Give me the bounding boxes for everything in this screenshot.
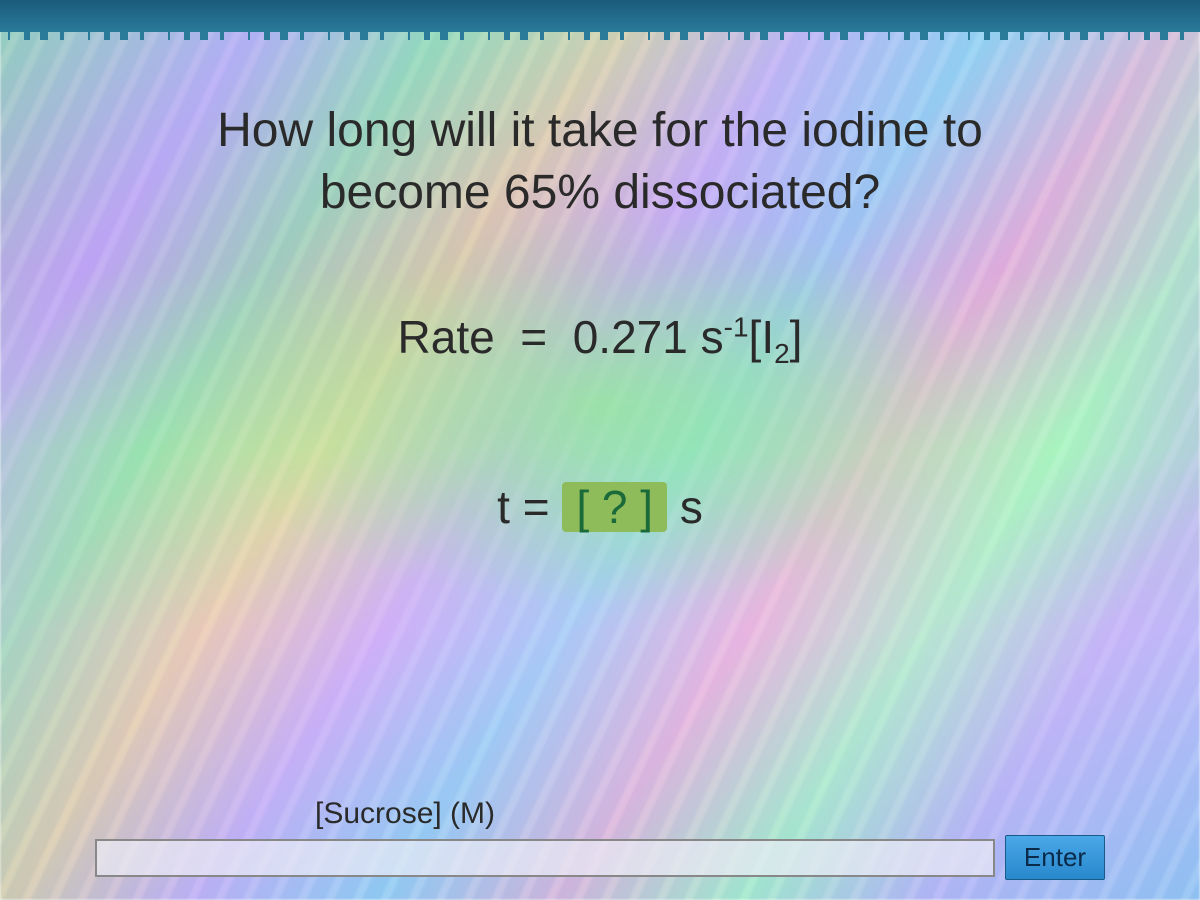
question-line-1: How long will it take for the iodine to [217, 104, 983, 157]
answer-unit: s [680, 481, 703, 533]
question-text: How long will it take for the iodine to … [0, 100, 1200, 225]
input-row: Enter [40, 835, 1160, 880]
rate-label: Rate [398, 311, 495, 363]
question-line-2: become 65% dissociated? [320, 166, 880, 219]
answer-placeholder: ? [602, 481, 628, 533]
input-section: [Sucrose] (M) Enter [0, 797, 1200, 880]
answer-equals: = [523, 481, 550, 533]
rate-unit-base: s [701, 311, 724, 363]
species-subscript: 2 [774, 338, 790, 369]
rate-equation: Rate = 0.271 s-1[I2] [0, 310, 1200, 370]
enter-button[interactable]: Enter [1005, 835, 1105, 880]
rate-value: 0.271 [573, 311, 688, 363]
answer-input[interactable] [95, 839, 995, 877]
equals-sign: = [520, 311, 547, 363]
species-symbol: I [761, 311, 774, 363]
answer-placeholder-box[interactable]: [ ? ] [562, 482, 667, 532]
question-content: How long will it take for the iodine to … [0, 0, 1200, 900]
rate-unit-exp: -1 [724, 311, 749, 342]
answer-equation: t = [ ? ] s [0, 480, 1200, 534]
input-label: [Sucrose] (M) [315, 797, 1160, 831]
answer-variable: t [497, 481, 510, 533]
